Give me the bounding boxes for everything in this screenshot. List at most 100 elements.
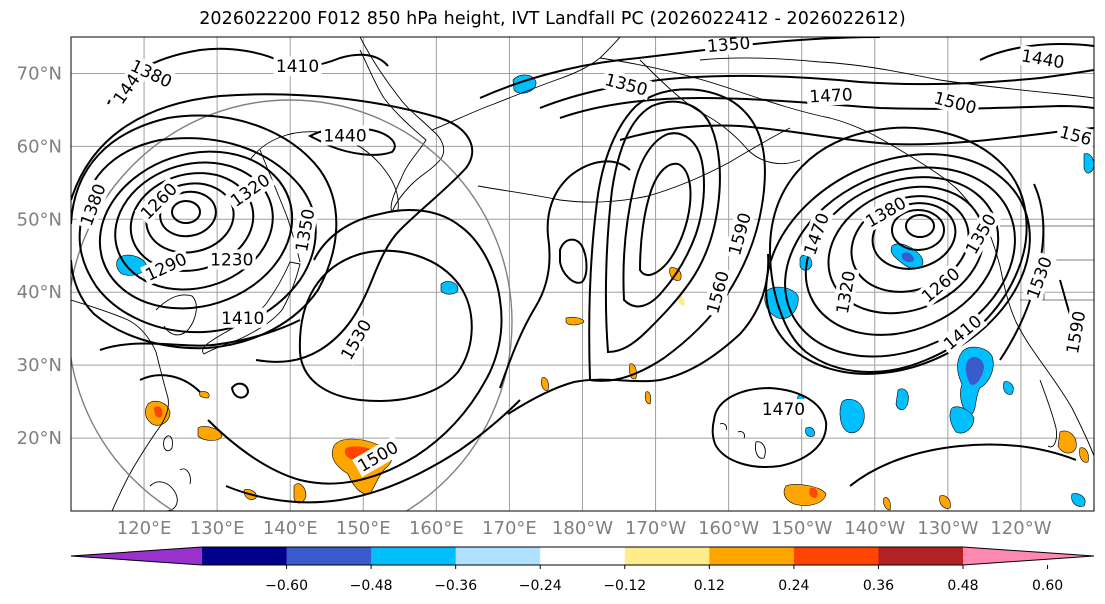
ivt-negative-patch (965, 357, 984, 385)
lat-tick-label: 40°N (17, 282, 62, 303)
lat-tick-label: 50°N (17, 209, 62, 230)
contour-label-background (290, 204, 319, 256)
contour-label-background (1021, 251, 1057, 304)
lon-tick-label: 150°W (771, 518, 832, 539)
contour-line (604, 100, 721, 354)
contour-line (979, 42, 1094, 61)
contour-line (114, 161, 274, 291)
contour-label-background (273, 56, 322, 77)
contour-label-background (929, 86, 981, 119)
coastline-china (71, 299, 169, 511)
coastline-hawaii (719, 423, 766, 459)
contour-line (71, 114, 338, 350)
contour-label-text: 1440 (323, 126, 366, 146)
lon-tick-label: 120°E (117, 518, 172, 539)
colorbar-tick-label: −0.24 (519, 578, 562, 594)
contour-label-text: 1470 (762, 400, 805, 420)
ivt-positive-patch (677, 295, 685, 306)
ivt-positive-patch (1057, 430, 1077, 454)
contour-label-background (218, 307, 267, 328)
lat-tick-label: 70°N (17, 63, 62, 84)
contour-label-background (703, 37, 754, 57)
lat-tick-label: 30°N (17, 355, 62, 376)
coastline-north-america (999, 265, 1094, 457)
contour-line (71, 93, 474, 363)
ivt-positive-patch (644, 391, 652, 405)
contour-label: 1470 (759, 398, 808, 420)
contour-label-background (207, 249, 256, 270)
lon-tick-label: 140°E (263, 518, 318, 539)
contour-label-background (831, 266, 860, 318)
lon-tick-label: 120°W (990, 518, 1051, 539)
ivt-positive-patch (197, 426, 223, 441)
coastline-bering (639, 59, 801, 164)
contour-label-text: 1410 (221, 309, 264, 329)
contour-label-background (859, 191, 912, 233)
colorbar-bin (202, 547, 288, 565)
longitude-labels: 120°E 130°E 140°E 150°E 160°E 170°E 180°W 170°W… (117, 518, 1052, 539)
contour-line (507, 253, 770, 415)
colorbar-bin (286, 547, 372, 565)
contour-label: 1470 (806, 84, 856, 107)
contour-line (499, 160, 631, 389)
contour-label: 1410 (218, 307, 267, 329)
colorbar-bin (878, 547, 964, 565)
lon-tick-label: 170°W (625, 518, 686, 539)
contour-line (765, 153, 1031, 375)
contour-line (479, 37, 881, 99)
colorbar-tick-label: −0.60 (265, 578, 308, 594)
contour-label-background (701, 266, 734, 319)
ivt-positive-patch (1079, 447, 1089, 463)
lon-tick-label: 170°E (482, 518, 537, 539)
coastline-arctic (699, 57, 1094, 99)
coastline-philippines (149, 468, 191, 511)
contour-line (588, 88, 766, 382)
ivt-negative-patch (895, 388, 909, 411)
contour-label-background (335, 313, 377, 366)
colorbar-tick-label: −0.36 (434, 578, 477, 594)
contour-line (145, 182, 235, 254)
contour-label-background (140, 247, 192, 286)
contour-label: 1230 (207, 249, 256, 270)
lon-tick-label: 130°W (917, 518, 978, 539)
colorbar-extend-low (71, 547, 202, 565)
ivt-negative-patch (949, 406, 975, 434)
contour-label: 1350 (703, 37, 754, 57)
coastline-taiwan (163, 435, 173, 452)
contour-line (559, 238, 588, 284)
coastline-korea (155, 294, 197, 336)
contour-line (559, 96, 1094, 119)
lat-tick-label: 20°N (17, 428, 62, 449)
lon-tick-label: 160°E (409, 518, 464, 539)
ivt-negative-patch (1071, 493, 1086, 507)
colorbar-outline (70, 546, 1095, 566)
colorbar-tick-label: 0.48 (947, 578, 978, 594)
contour-line (225, 399, 521, 504)
height-contours (71, 37, 1094, 504)
lat-tick-label: 60°N (17, 136, 62, 157)
colorbar-bin (709, 547, 795, 565)
contour-line (98, 150, 294, 310)
contour-label-background (75, 178, 111, 231)
coastline-chukotka (431, 37, 621, 131)
latitude-labels: 70°N 60°N 50°N 40°N 30°N 20°N (17, 63, 62, 449)
colorbar-bin (371, 547, 457, 565)
contour-label-background (1055, 120, 1094, 150)
map-frame (70, 36, 1095, 512)
colorbar-extend-high (963, 547, 1094, 565)
colorbar-tick-label: −0.12 (603, 578, 646, 594)
coastline-baja (1039, 379, 1057, 448)
ivt-positive-patch (541, 377, 549, 391)
ivt-positive-patch (939, 495, 951, 509)
colorbar: −0.60 −0.48 −0.36 −0.24 −0.12 0.12 0.24 0.36 0.4… (70, 546, 1095, 594)
contour-line (711, 386, 828, 468)
contour-label-background (960, 208, 1002, 260)
ivt-negative-patch (805, 427, 815, 437)
contour-label-background (321, 125, 370, 146)
ivt-positive-patch (565, 316, 585, 326)
contour-label-background (723, 208, 756, 260)
contour-line (784, 166, 1016, 358)
ivt-negative-patch (116, 254, 147, 276)
contour-label-background (915, 261, 966, 309)
